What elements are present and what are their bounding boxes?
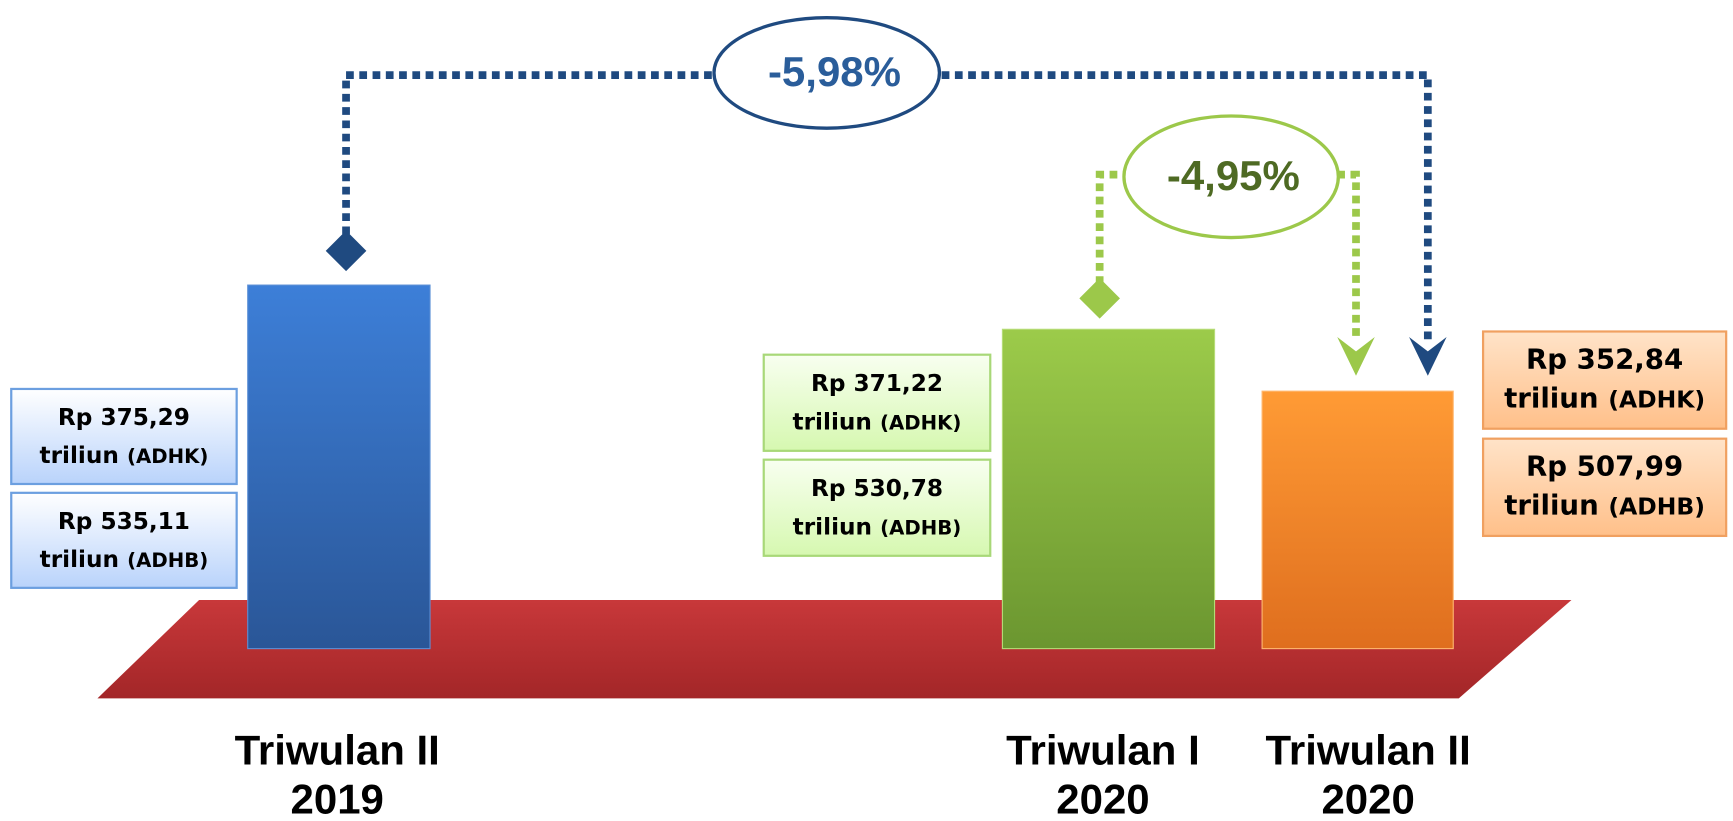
arrowhead [1409,337,1447,376]
value-unit: triliun (ADHK) [793,409,962,436]
connector-yoy [342,71,1432,343]
value-unit: triliun (ADHB) [793,514,962,541]
tag: (ADHB) [880,517,961,540]
value-amount: Rp 352,84 [1526,342,1683,375]
unit: triliun [40,442,119,469]
value-boxes: Rp 375,29 triliun (ADHK) Rp 535,11 triliun … [10,330,1728,589]
bar [1001,328,1216,650]
value-box [1481,437,1728,538]
unit: triliun [40,546,119,573]
value-unit: triliun (ADHB) [1504,489,1705,522]
unit: triliun [793,514,872,541]
bar [247,284,431,650]
period-year: 2020 [1056,775,1149,821]
period-year: 2019 [291,775,384,821]
value-amount: Rp 530,78 [811,475,943,502]
unit: triliun [793,409,872,436]
period-name: Triwulan I [1006,727,1200,774]
value-unit: triliun (ADHK) [40,442,209,469]
tag: (ADHB) [127,549,208,572]
tag: (ADHK) [1608,385,1705,413]
period-name: Triwulan II [1266,727,1471,774]
unit: triliun [1504,489,1599,522]
diamond [1079,278,1120,319]
change-label: -4,95% [1167,152,1300,199]
unit: triliun [1504,381,1599,414]
value-box [762,353,992,452]
value-amount: Rp 375,29 [58,404,190,431]
value-unit: triliun (ADHK) [1504,381,1705,414]
arrowhead [1337,337,1375,376]
value-box [10,491,238,589]
value-unit: triliun (ADHB) [40,546,209,573]
tag: (ADHK) [880,412,961,435]
badge [712,16,942,130]
value-amount: Rp 371,22 [811,370,943,397]
diamond [325,230,367,272]
change-label: -5,98% [768,48,901,95]
value-box [762,458,992,557]
tag: (ADHK) [127,445,208,468]
connector-qoq [1095,170,1360,338]
tag: (ADHB) [1608,493,1705,521]
bar [1261,390,1454,650]
period-name: Triwulan II [235,727,440,774]
period-year: 2020 [1321,775,1414,821]
value-box [10,387,238,486]
value-amount: Rp 507,99 [1526,450,1683,483]
value-box [1481,330,1728,430]
badge [1122,114,1340,240]
value-amount: Rp 535,11 [58,508,190,535]
